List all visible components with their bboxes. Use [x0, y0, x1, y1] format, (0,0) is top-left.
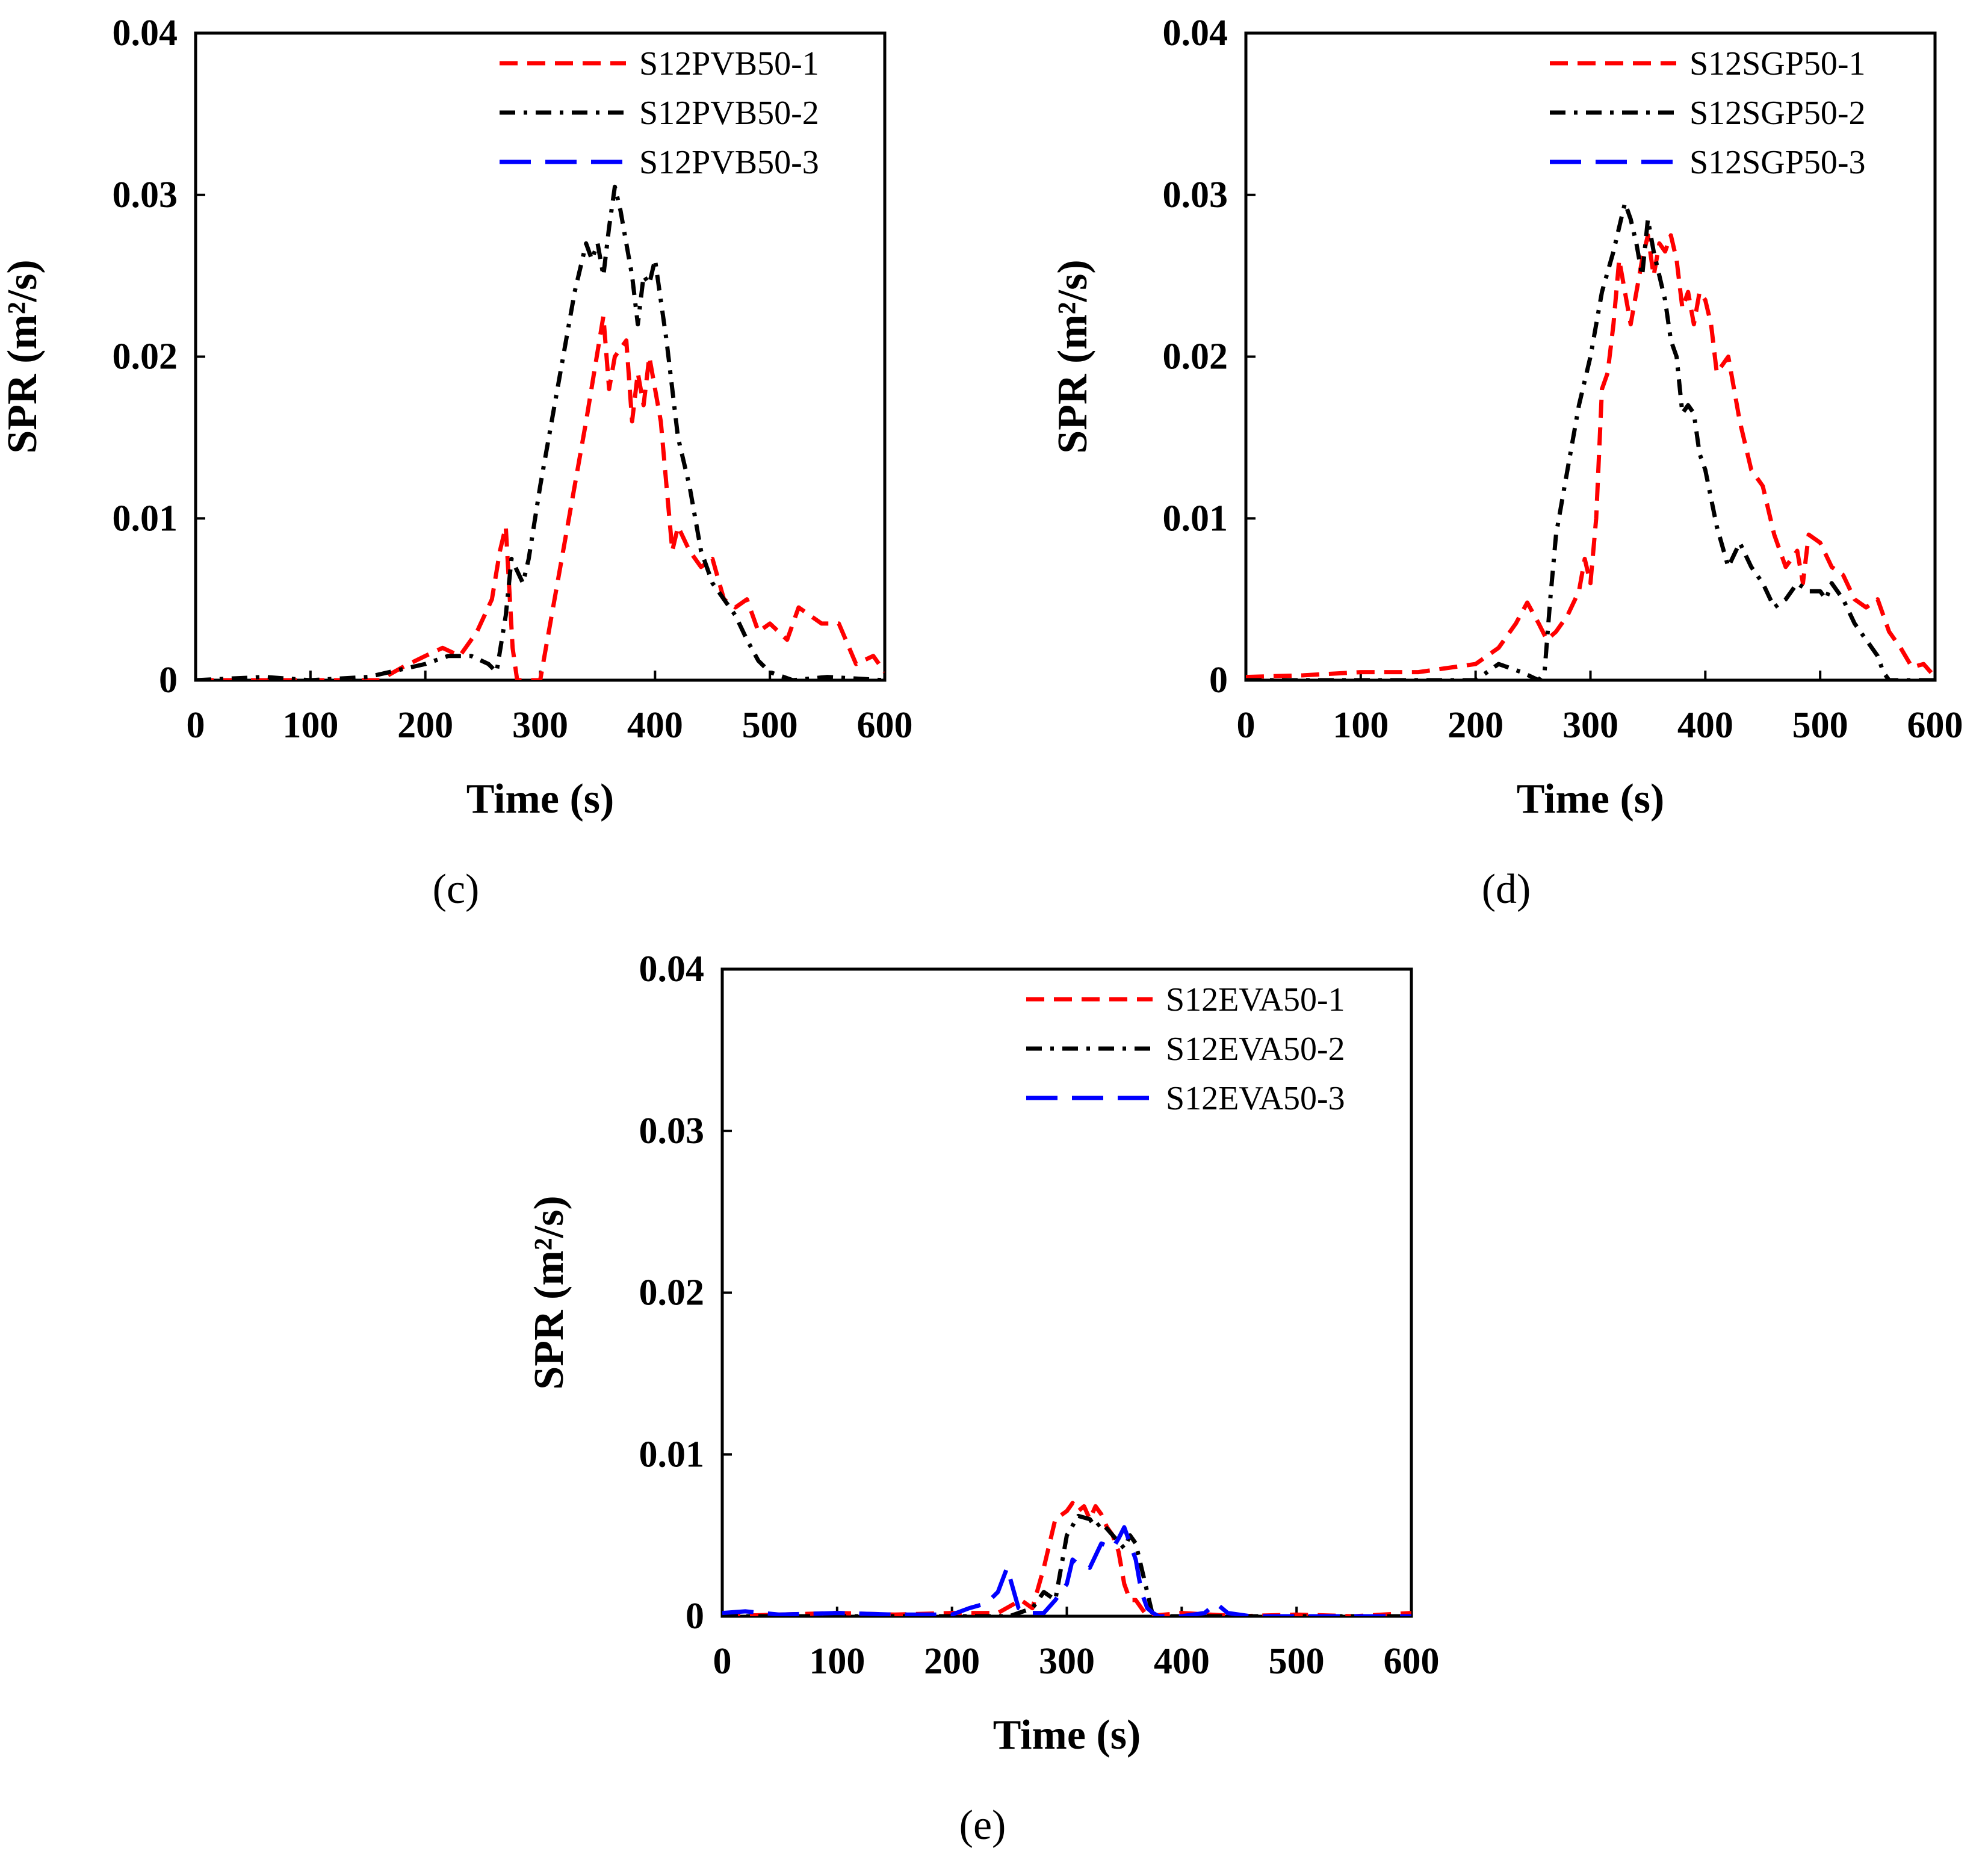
- y-tick-label: 0.03: [1163, 175, 1228, 215]
- x-tick-label: 400: [627, 705, 683, 746]
- x-tick-label: 500: [1792, 705, 1848, 746]
- x-tick-label: 500: [742, 705, 798, 746]
- x-tick-label: 200: [1448, 705, 1503, 746]
- chart-panel-c: 0 100 200 300 400 500 600 0 0.01 0.02 0.03 0.04 Time…: [0, 13, 913, 913]
- x-tick-label: 0: [713, 1641, 732, 1682]
- y-tick-label: 0.02: [639, 1273, 705, 1313]
- x-tick-label: 600: [1384, 1641, 1440, 1682]
- y-tick-label: 0: [686, 1596, 704, 1637]
- y-tick-label: 0.02: [1163, 336, 1228, 377]
- legend: S12PVB50-1 S12PVB50-2 S12PVB50-3: [500, 45, 819, 181]
- series-line-s12eva50-3: [722, 1525, 1411, 1616]
- x-tick-label: 400: [1677, 705, 1733, 746]
- x-tick-label: 400: [1154, 1641, 1210, 1682]
- y-axis-title: SPR (m²/s): [1050, 259, 1096, 453]
- legend-entry: S12SGP50-3: [1689, 144, 1866, 181]
- x-tick-label: 0: [1237, 705, 1256, 746]
- x-tick-label: 300: [1562, 705, 1618, 746]
- series-line-s12pvb50-2: [196, 184, 885, 680]
- legend-entry: S12SGP50-2: [1689, 95, 1866, 132]
- x-axis-title: Time (s): [466, 776, 615, 822]
- x-tick-label: 300: [1039, 1641, 1095, 1682]
- panel-label: (d): [1482, 866, 1531, 913]
- y-tick-label: 0.04: [639, 949, 705, 990]
- legend-entry: S12PVB50-1: [639, 45, 819, 82]
- y-axis-title: SPR (m²/s): [526, 1195, 572, 1389]
- x-axis-title: Time (s): [993, 1712, 1141, 1758]
- y-tick-label: 0.01: [639, 1434, 705, 1475]
- series-line-s12eva50-2: [722, 1513, 1411, 1616]
- x-tick-label: 500: [1269, 1641, 1325, 1682]
- series-line-s12sgp50-1: [1246, 233, 1935, 680]
- x-tick-label: 0: [187, 705, 205, 746]
- series-line-s12eva50-1: [722, 1501, 1411, 1616]
- chart-panel-d: 0 100 200 300 400 500 600 0 0.01 0.02 0.03 0.04 Time…: [1050, 13, 1963, 913]
- y-tick-label: 0.04: [113, 13, 178, 54]
- legend-entry: S12EVA50-2: [1166, 1031, 1345, 1068]
- legend-entry: S12PVB50-3: [639, 144, 819, 181]
- y-tick-label: 0: [1209, 660, 1228, 701]
- x-tick-label: 100: [809, 1641, 865, 1682]
- legend: S12SGP50-1 S12SGP50-2 S12SGP50-3: [1550, 45, 1866, 181]
- x-tick-label: 300: [512, 705, 568, 746]
- y-tick-label: 0.02: [113, 336, 178, 377]
- legend-entry: S12PVB50-2: [639, 95, 819, 132]
- legend: S12EVA50-1 S12EVA50-2 S12EVA50-3: [1026, 981, 1345, 1117]
- x-axis-title: Time (s): [1517, 776, 1665, 822]
- x-tick-label: 200: [397, 705, 453, 746]
- y-tick-label: 0.03: [113, 175, 178, 215]
- legend-entry: S12EVA50-1: [1166, 981, 1345, 1019]
- panel-label: (e): [959, 1802, 1006, 1849]
- legend-entry: S12EVA50-3: [1166, 1080, 1345, 1117]
- series-line-s12pvb50-1: [196, 314, 885, 680]
- panel-label: (c): [433, 866, 480, 913]
- y-tick-label: 0.01: [1163, 498, 1228, 539]
- y-tick-label: 0.01: [113, 498, 178, 539]
- x-tick-label: 600: [857, 705, 913, 746]
- x-tick-label: 200: [924, 1641, 980, 1682]
- series-line-s12sgp50-2: [1246, 200, 1935, 680]
- y-axis-title: SPR (m²/s): [0, 259, 46, 453]
- y-tick-label: 0.03: [639, 1111, 705, 1152]
- x-tick-label: 100: [282, 705, 338, 746]
- y-tick-label: 0.04: [1163, 13, 1228, 54]
- chart-panel-e: 0 100 200 300 400 500 600 0 0.01 0.02 0.03 0.04 Time…: [526, 949, 1440, 1849]
- x-tick-label: 100: [1333, 705, 1389, 746]
- x-tick-label: 600: [1907, 705, 1963, 746]
- legend-entry: S12SGP50-1: [1689, 45, 1866, 82]
- y-tick-label: 0: [159, 660, 178, 701]
